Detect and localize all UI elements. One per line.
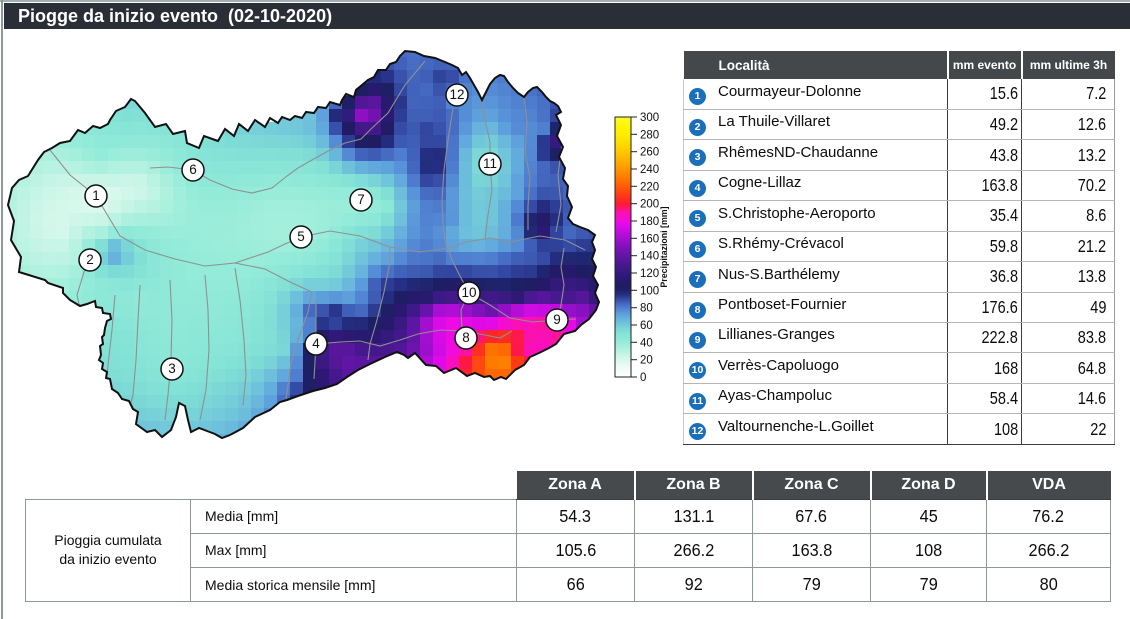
svg-text:7: 7 [357,192,365,207]
svg-text:6: 6 [189,162,197,177]
svg-text:160: 160 [640,233,659,245]
svg-text:12: 12 [449,87,464,102]
svg-text:300: 300 [640,112,659,124]
svg-text:120: 120 [640,268,659,280]
svg-text:11: 11 [483,156,497,171]
svg-text:8: 8 [462,330,470,345]
svg-text:240: 240 [640,164,659,176]
svg-text:2: 2 [86,252,94,267]
svg-text:20: 20 [640,355,653,367]
svg-text:100: 100 [640,285,659,297]
svg-text:260: 260 [640,147,659,159]
svg-text:40: 40 [640,337,653,349]
svg-text:5: 5 [297,229,305,244]
svg-text:0: 0 [640,372,646,384]
svg-text:80: 80 [640,303,653,315]
svg-text:4: 4 [312,336,320,351]
svg-text:1: 1 [92,188,100,203]
svg-text:140: 140 [640,251,659,263]
svg-text:10: 10 [461,285,476,300]
svg-text:220: 220 [640,181,659,193]
svg-text:3: 3 [168,361,176,376]
svg-text:Precipitazioni [mm]: Precipitazioni [mm] [659,206,669,287]
svg-text:60: 60 [640,320,653,332]
svg-text:9: 9 [553,312,561,327]
svg-text:180: 180 [640,216,659,228]
svg-text:280: 280 [640,129,659,141]
svg-text:200: 200 [640,199,659,211]
